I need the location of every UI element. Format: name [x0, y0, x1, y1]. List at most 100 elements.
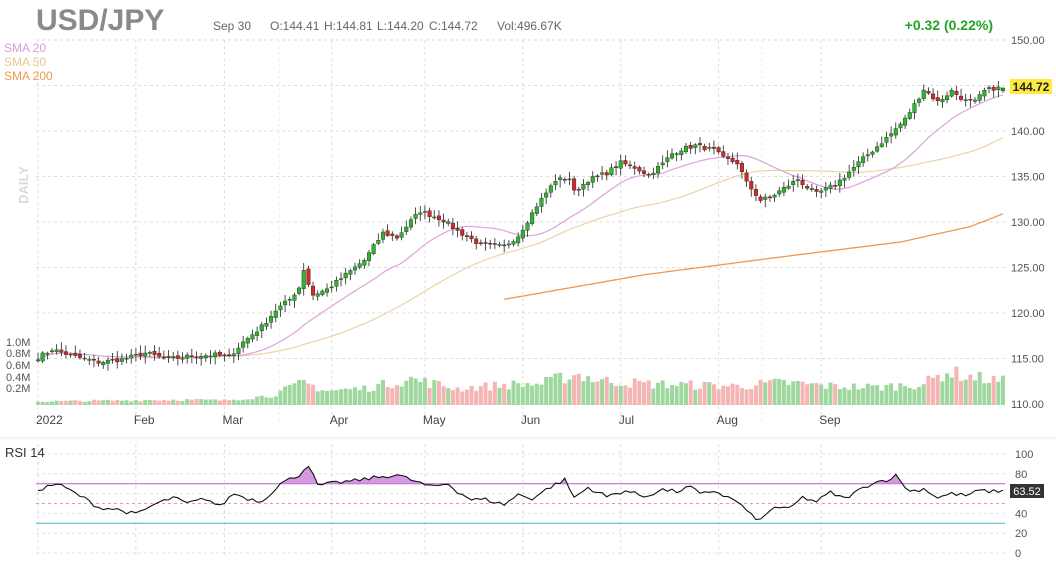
candle-body [422, 211, 427, 213]
candle-body [991, 86, 996, 91]
volume-bar [329, 390, 334, 405]
volume-bar [562, 383, 567, 405]
volume-bar [40, 401, 45, 405]
volume-bar [189, 399, 194, 405]
volume-bar [217, 400, 222, 405]
candle-body [138, 352, 143, 357]
candle-body [478, 242, 483, 245]
candle-body [455, 228, 460, 231]
moving-averages [37, 94, 1004, 361]
rsi-line [37, 465, 1004, 521]
volume-bar [371, 390, 376, 405]
candle-body [544, 192, 549, 198]
candle-body [525, 222, 530, 231]
volume-bar [273, 396, 278, 405]
volume-bar [604, 376, 609, 405]
legend-sma200[interactable]: SMA 200 [4, 69, 53, 83]
volume-bar [912, 389, 917, 405]
candle-body [683, 145, 688, 153]
volume-bar [133, 400, 138, 405]
volume-bar [82, 401, 87, 405]
candle-body [255, 331, 260, 336]
candle-body [739, 163, 744, 173]
volume-bar [716, 389, 721, 405]
candle-body [553, 181, 558, 186]
candle-body [101, 361, 106, 366]
candle-body [637, 167, 642, 172]
volume-bar [455, 387, 460, 405]
candle-body [539, 197, 544, 207]
volume-bar [362, 385, 367, 405]
rsi-gridlines [36, 453, 1005, 554]
candle-body [903, 117, 908, 126]
volume-tick-label: 0.8M [6, 348, 30, 360]
volume-bar [660, 380, 665, 405]
volume-bar [287, 384, 292, 405]
price-tick-label: 140.00 [1011, 126, 1045, 138]
volume-tick-label: 1.0M [6, 337, 30, 349]
volume-bar [301, 379, 306, 405]
candle-body [987, 87, 992, 89]
volume-bar [800, 381, 805, 405]
candle-body [604, 172, 609, 176]
volume-bar [143, 400, 148, 405]
candle-body [628, 164, 633, 167]
candle-body [353, 266, 358, 271]
volume-bar [935, 374, 940, 405]
candle-body [642, 170, 647, 174]
candle-body [959, 95, 964, 100]
candle-body [408, 219, 413, 228]
price-tick-label: 110.00 [1011, 399, 1044, 411]
candle-body [68, 353, 73, 356]
volume-bar [954, 366, 959, 405]
candle-body [362, 259, 367, 266]
volume-bar [283, 386, 288, 405]
candle-body [147, 352, 152, 354]
volume-bar [833, 384, 838, 405]
volume-bar [903, 386, 908, 405]
candle-body [474, 238, 479, 244]
volume-bar [917, 386, 922, 405]
legend-sma50[interactable]: SMA 50 [4, 55, 46, 69]
candle-body [227, 354, 232, 356]
quote-volume: Vol:496.67K [497, 19, 562, 33]
candle-body [82, 357, 87, 360]
price-tick-label: 130.00 [1011, 217, 1045, 229]
volume-bar [711, 384, 716, 405]
last-price-tag: 144.72 [1013, 80, 1050, 94]
candle-body [180, 357, 185, 360]
volume-bar [590, 382, 595, 405]
candle-body [371, 244, 376, 254]
candle-body [842, 177, 847, 181]
candle-body [450, 222, 455, 229]
volume-bar [436, 380, 441, 405]
candle-body [129, 354, 134, 359]
candle-body [320, 290, 325, 295]
volume-bar [450, 390, 455, 405]
legend-sma20[interactable]: SMA 20 [4, 41, 46, 55]
volume-bar [49, 401, 54, 405]
volume-bar [870, 385, 875, 405]
volume-bar [949, 377, 954, 405]
volume-bar [530, 385, 535, 405]
volume-bar [665, 388, 670, 405]
volume-bar [534, 383, 539, 405]
volume-bar [940, 381, 945, 405]
volume-bar [721, 385, 726, 405]
volume-bar [446, 388, 451, 405]
rsi-plot [37, 465, 1004, 521]
volume-bar [767, 380, 772, 405]
volume-bar [320, 390, 325, 405]
volume-bar [725, 386, 730, 405]
candle-body [231, 353, 236, 356]
price-tick-label: 120.00 [1011, 308, 1045, 320]
volume-bar [567, 379, 572, 405]
candle-body [446, 221, 451, 224]
volume-bar [241, 399, 246, 405]
candle-body [674, 153, 679, 155]
volume-bar [115, 399, 120, 405]
candle-body [49, 350, 54, 352]
candle-body [287, 299, 292, 301]
candle-body [171, 356, 176, 359]
